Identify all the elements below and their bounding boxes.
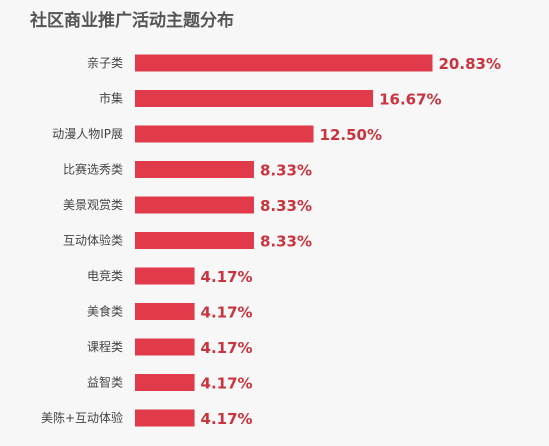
bars-layer: 亲子类 20.83% 市集 16.67% 动漫人物IP展 12.50% 比赛选秀类 8.33%… bbox=[41, 54, 501, 428]
category-label: 互动体验类 bbox=[63, 233, 123, 248]
bar bbox=[135, 161, 254, 178]
bar bbox=[135, 54, 433, 72]
bar bbox=[135, 303, 195, 320]
bar bbox=[135, 232, 254, 249]
bar bbox=[135, 196, 254, 214]
category-label: 益智类 bbox=[87, 375, 123, 390]
category-label: 比赛选秀类 bbox=[63, 162, 123, 177]
category-label: 市集 bbox=[99, 91, 123, 106]
bar bbox=[135, 374, 195, 391]
value-label: 4.17% bbox=[201, 339, 253, 357]
chart-title: 社区商业推广活动主题分布 bbox=[30, 11, 234, 31]
value-label: 20.83% bbox=[439, 55, 501, 73]
value-label: 8.33% bbox=[260, 197, 312, 215]
bar bbox=[135, 267, 195, 285]
category-label: 美陈+互动体验 bbox=[41, 410, 123, 425]
bar bbox=[135, 409, 195, 427]
category-label: 亲子类 bbox=[87, 56, 123, 70]
value-label: 8.33% bbox=[260, 162, 312, 180]
value-label: 4.17% bbox=[201, 410, 253, 428]
bar bbox=[135, 338, 195, 356]
category-label: 课程类 bbox=[87, 339, 123, 354]
category-label: 动漫人物IP展 bbox=[52, 127, 123, 141]
value-label: 16.67% bbox=[379, 91, 441, 109]
value-label: 4.17% bbox=[201, 268, 253, 286]
value-label: 4.17% bbox=[201, 375, 253, 393]
value-label: 12.50% bbox=[320, 126, 382, 144]
category-label: 电竞类 bbox=[87, 269, 123, 283]
category-label: 美食类 bbox=[87, 304, 123, 319]
bar bbox=[135, 90, 374, 107]
category-label: 美景观赏类 bbox=[63, 198, 123, 212]
value-label: 8.33% bbox=[260, 233, 312, 251]
value-label: 4.17% bbox=[201, 304, 253, 322]
bar bbox=[135, 125, 314, 143]
